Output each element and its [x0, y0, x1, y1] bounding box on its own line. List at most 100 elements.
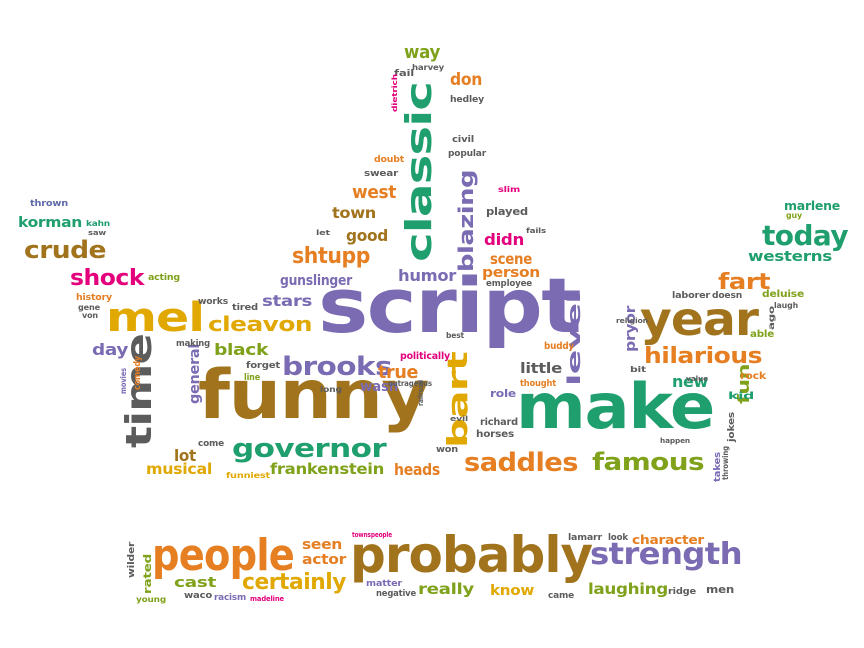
word-crude: crude — [24, 236, 107, 264]
word-year: year — [640, 292, 759, 346]
word-didn: didn — [484, 230, 525, 249]
word-young: young — [136, 595, 167, 604]
word-madeline: madeline — [250, 595, 284, 603]
word-mel: mel — [106, 295, 205, 341]
word-religion: religion — [616, 317, 649, 325]
word-way: way — [404, 42, 441, 63]
word-popular: popular — [448, 149, 487, 159]
word-fart: fart — [718, 270, 771, 295]
word-today: today — [762, 219, 849, 252]
word-laugh: laugh — [774, 301, 799, 310]
word-slim: slim — [498, 185, 520, 194]
word-wasn: wasn — [360, 379, 399, 395]
word-von: von — [82, 311, 99, 320]
word-west: west — [352, 182, 397, 203]
word-let: let — [316, 229, 330, 237]
word-musical: musical — [146, 460, 212, 478]
word-script: script — [318, 261, 582, 350]
word-blazing: blazing — [454, 170, 478, 272]
word-townspeople: townspeople — [352, 531, 393, 539]
word-character: character — [632, 533, 704, 547]
word-cleavon: cleavon — [208, 312, 312, 336]
word-value: value — [686, 375, 709, 383]
word-civil: civil — [452, 135, 475, 145]
word-famous: famous — [592, 448, 705, 476]
word-strength: strength — [590, 537, 743, 572]
word-racism: racism — [214, 593, 247, 603]
word-probably: probably — [350, 526, 593, 584]
word-don: don — [450, 70, 483, 90]
word-outrageous: outrageous — [388, 379, 432, 388]
word-role: role — [490, 387, 517, 400]
word-shock: shock — [70, 266, 144, 291]
word-jokes: jokes — [727, 411, 737, 442]
word-kahn: kahn — [86, 219, 110, 228]
word-richard: richard — [480, 417, 519, 428]
word-acting: acting — [148, 273, 180, 283]
word-town: town — [332, 204, 376, 222]
word-horses: horses — [476, 429, 514, 440]
word-doubt: doubt — [374, 155, 404, 165]
word-little: little — [520, 361, 562, 377]
word-korman: korman — [18, 215, 83, 231]
word-humor: humor — [398, 266, 456, 285]
word-actor: actor — [302, 552, 346, 568]
word-line: line — [244, 373, 260, 383]
word-people: people — [152, 530, 295, 581]
word-ridge: ridge — [668, 587, 697, 597]
word-cast: cast — [174, 575, 217, 591]
word-gene: gene — [78, 303, 101, 312]
word-fails: fails — [526, 227, 546, 235]
word-wilder: wilder — [127, 541, 137, 578]
word-throwing: throwing — [721, 446, 730, 480]
word-matter: matter — [366, 579, 403, 589]
word-railroad: railroad — [417, 379, 425, 406]
word-best: best — [446, 331, 465, 340]
word-making: making — [176, 339, 211, 349]
word-history: history — [76, 293, 113, 303]
word-swear: swear — [364, 169, 399, 179]
word-level: level — [564, 291, 585, 386]
word-bit: bit — [630, 365, 647, 374]
word-doesn: doesn — [712, 291, 743, 301]
word-saddles: saddles — [464, 448, 578, 478]
word-employee: employee — [486, 279, 533, 289]
word-forget: forget — [246, 361, 281, 371]
word-movies: movies — [119, 367, 128, 394]
word-governor: governor — [232, 434, 387, 464]
word-gunslinger: gunslinger — [280, 273, 353, 289]
word-rock: rock — [740, 371, 767, 382]
word-won: won — [436, 445, 459, 455]
word-really: really — [418, 580, 474, 598]
word-politically: politically — [400, 351, 450, 362]
word-played: played — [486, 205, 528, 218]
word-buddy: buddy — [544, 341, 574, 352]
word-general: general — [187, 344, 203, 404]
word-brooks: brooks — [282, 352, 393, 382]
word-thrown: thrown — [30, 199, 68, 209]
word-look: look — [608, 533, 628, 543]
word-stars: stars — [262, 292, 312, 310]
word-rated: rated — [141, 553, 154, 594]
word-person: person — [482, 265, 540, 281]
word-dietrich: dietrich — [391, 73, 399, 112]
word-fail: fail — [394, 69, 414, 79]
word-seen: seen — [302, 537, 343, 553]
word-day: day — [92, 340, 129, 359]
word-waco: waco — [184, 591, 213, 601]
word-hilarious: hilarious — [644, 344, 763, 369]
word-deluise: deluise — [762, 289, 804, 300]
word-ago: ago — [767, 306, 776, 330]
word-scene: scene — [490, 250, 533, 268]
word-tired: tired — [232, 303, 258, 313]
word-long: long — [320, 385, 343, 394]
word-hedley: hedley — [450, 95, 484, 105]
word-able: able — [750, 329, 775, 340]
word-true: true — [378, 362, 419, 383]
word-certainly: certainly — [242, 570, 347, 595]
word-laughing: laughing — [588, 580, 668, 598]
word-classic: classic — [399, 82, 440, 262]
word-works: works — [198, 297, 229, 307]
word-know: know — [490, 583, 535, 599]
